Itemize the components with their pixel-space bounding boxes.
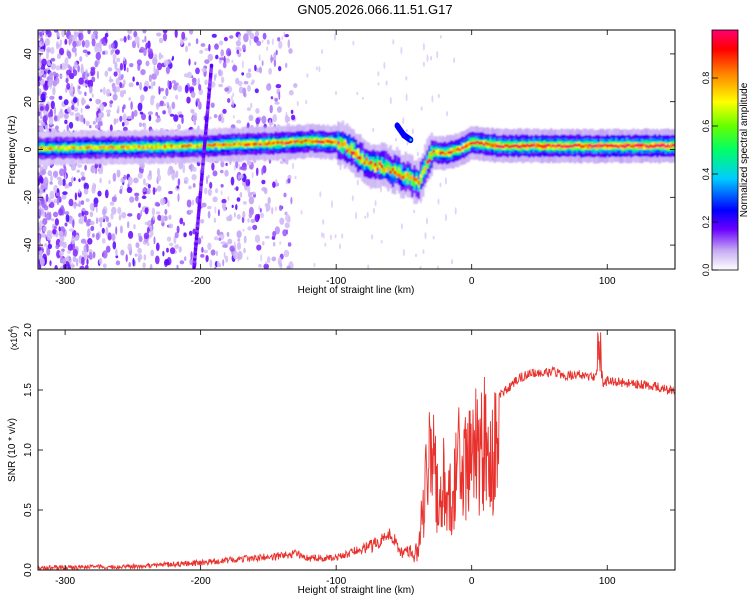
y-tick-label: 0.5 (23, 503, 34, 517)
y-tick-label: 20 (23, 96, 34, 108)
x-tick-label: -300 (55, 276, 75, 287)
snr-series-line (38, 332, 675, 570)
snr-y-label: SNR (10 * v/v) (7, 418, 18, 482)
y-tick-label: 1.0 (23, 443, 34, 457)
spectrogram-x-axis: -300 -200 -100 0 100 (55, 30, 616, 287)
y-tick-label: -20 (23, 190, 34, 205)
y-tick-label: 40 (23, 48, 34, 60)
snr-multiplier-exponent: 4 (8, 329, 15, 333)
colorbar-ticks: 0.0 0.2 0.4 0.6 0.8 (701, 72, 718, 277)
colorbar-tick-label: 0.6 (701, 120, 711, 133)
colorbar-tick-label: 0.0 (701, 264, 711, 277)
x-tick-label: -300 (55, 576, 75, 587)
snr-y-axis: 0.0 0.5 1.0 1.5 2.0 (23, 323, 675, 577)
snr-multiplier-base: (x10 (9, 333, 19, 351)
x-tick-label: 100 (599, 276, 616, 287)
y-tick-label: 0.0 (23, 563, 34, 577)
snr-plot-area (38, 332, 675, 570)
y-tick-label: -40 (23, 237, 34, 252)
colorbar-label: Normalized spectral amplitude (739, 82, 750, 217)
spectrogram-image (38, 30, 675, 269)
x-tick-label: -200 (191, 276, 211, 287)
y-tick-label: 2.0 (23, 323, 34, 337)
colorbar-tick-label: 0.8 (701, 72, 711, 85)
x-tick-label: -100 (326, 576, 346, 587)
x-tick-label: 0 (469, 276, 475, 287)
spectrogram-diagonal-streak (192, 63, 214, 269)
spectrogram-y-axis: -40 -20 0 20 40 (23, 48, 675, 252)
spectrogram-x-label: Height of straight line (km) (298, 285, 415, 296)
x-tick-label: 100 (599, 576, 616, 587)
y-tick-label: 0 (23, 146, 34, 152)
colorbar: 0.0 0.2 0.4 0.6 0.8 Normalized spectral ampl… (701, 29, 750, 277)
x-tick-label: -100 (326, 276, 346, 287)
colorbar-tick-label: 0.2 (701, 216, 711, 229)
y-tick-label: 1.5 (23, 383, 34, 397)
snr-multiplier-close: ) (9, 326, 19, 329)
x-tick-label: -200 (191, 576, 211, 587)
figure-title: GN05.2026.066.11.51.G17 (297, 2, 452, 17)
colorbar-tick-label: 0.4 (701, 168, 711, 181)
x-tick-label: 0 (469, 576, 475, 587)
snr-background (38, 330, 675, 570)
snr-multiplier: (x104) (8, 326, 19, 350)
spectrogram-upper-branch (394, 122, 414, 144)
snr-x-label: Height of straight line (km) (298, 585, 415, 596)
snr-panel: -300 -200 -100 0 100 0.0 0.5 1.0 1.5 2.0 Height … (7, 323, 676, 596)
spectrogram-y-label: Frequency (Hz) (7, 116, 18, 185)
colorbar-gradient (711, 29, 739, 271)
snr-x-axis: -300 -200 -100 0 100 (55, 330, 616, 587)
spectrogram-main-band (38, 120, 675, 204)
